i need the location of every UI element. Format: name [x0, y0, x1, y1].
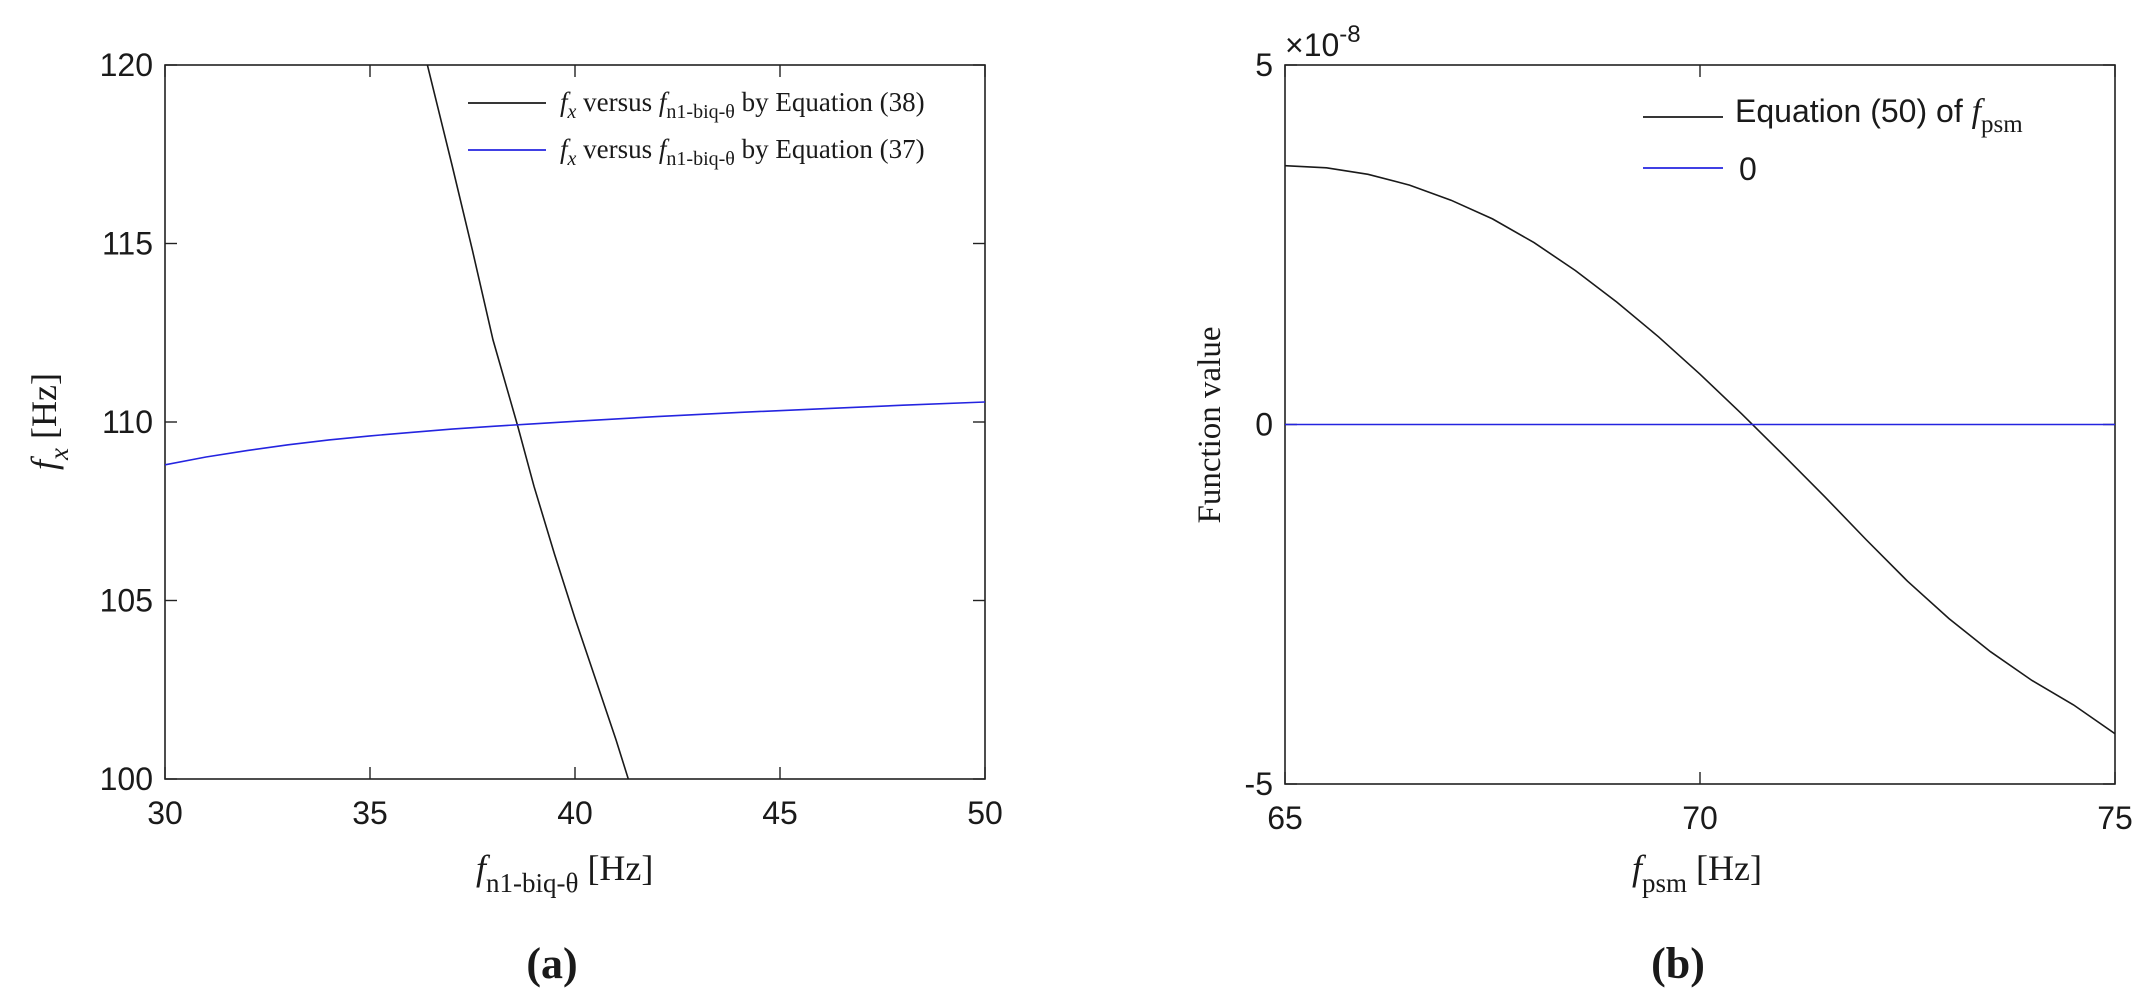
- series-line-equation-37-: [165, 401, 985, 466]
- y-tick-label: 115: [102, 226, 153, 262]
- legend-label-eq38: fx versus fn1-biq-θ by Equation (38): [560, 87, 925, 123]
- legend-label-eq37: fx versus fn1-biq-θ by Equation (37): [560, 134, 925, 170]
- panel-b-tick-labels: 65 70 75 -5 0 5: [1245, 47, 2133, 836]
- x-tick-label: 75: [2097, 800, 2133, 836]
- x-tick-label: 45: [762, 795, 798, 831]
- panel-b-legend: Equation (50) of fpsm 0: [1643, 93, 2023, 187]
- panel-a-x-axis-label: fn1-biq-θ [Hz]: [476, 848, 653, 898]
- y-tick-label: 0: [1255, 407, 1273, 443]
- x-tick-label: 35: [352, 795, 388, 831]
- x-tick-label: 65: [1267, 800, 1303, 836]
- panel-a-legend: fx versus fn1-biq-θ by Equation (38) fx …: [468, 87, 925, 170]
- x-tick-label: 50: [967, 795, 1003, 831]
- x-tick-label: 40: [557, 795, 593, 831]
- y-tick-label: 120: [100, 47, 153, 83]
- y-tick-label: 5: [1255, 47, 1273, 83]
- y-tick-label: 100: [100, 761, 153, 797]
- panel-a-ticks: [164, 64, 986, 780]
- panel-b-x-axis-label: fpsm [Hz]: [1632, 848, 1762, 898]
- panel-b-y-axis-label: Function value: [1192, 326, 1228, 523]
- series-line-equation-38-: [426, 65, 630, 779]
- legend-label-eq50: Equation (50) of fpsm: [1735, 93, 2023, 138]
- panel-b-series: [1285, 164, 2115, 735]
- panel-a-label: (a): [526, 939, 577, 988]
- y-tick-label: 105: [100, 583, 153, 619]
- panel-a-series: [165, 65, 985, 779]
- x-tick-label: 70: [1682, 800, 1718, 836]
- panel-a: 30 35 40 45 50 100 105 110 115 120 fx versus fn1-…: [24, 47, 1003, 988]
- y-tick-label: -5: [1245, 766, 1273, 802]
- series-line-equation-50-of-f-psm: [1285, 164, 2115, 735]
- panel-b-exponent-label: ×10-8: [1285, 21, 1361, 63]
- panel-b-label: (b): [1651, 939, 1705, 988]
- x-tick-label: 30: [147, 795, 183, 831]
- panel-a-y-axis-label: fx [Hz]: [24, 373, 74, 470]
- y-tick-label: 110: [102, 404, 153, 440]
- panel-b: 65 70 75 -5 0 5 ×10-8 Equation (50) of fpsm 0…: [1192, 21, 2133, 988]
- panel-a-tick-labels: 30 35 40 45 50 100 105 110 115 120: [100, 47, 1003, 831]
- legend-label-zero: 0: [1739, 151, 1757, 187]
